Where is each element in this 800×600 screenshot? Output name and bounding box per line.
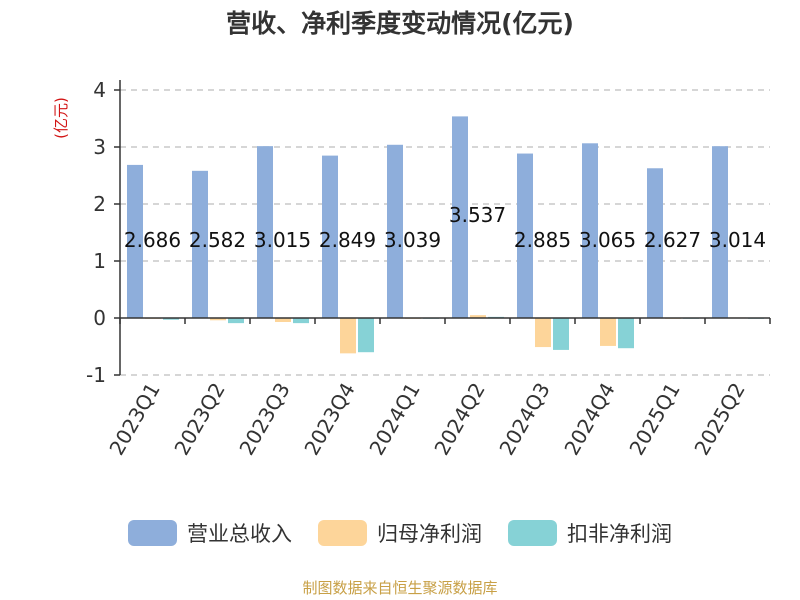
data-label: 2.627 — [644, 228, 701, 252]
bar-revenue — [517, 153, 533, 318]
source-note: 制图数据来自恒生聚源数据库 — [302, 579, 498, 597]
legend-label-net-profit: 归母净利润 — [377, 522, 482, 546]
legend-label-deducted-profit: 扣非净利润 — [567, 522, 672, 546]
legend-swatch-revenue — [128, 520, 177, 546]
bar-net-profit — [340, 318, 356, 354]
y-tick-label: 1 — [93, 249, 106, 273]
bar-revenue — [387, 144, 403, 318]
legend-swatch-net-profit — [318, 520, 367, 546]
x-tick-label: 2024Q4 — [559, 379, 619, 460]
bar-revenue — [322, 155, 338, 318]
data-label: 3.537 — [449, 203, 506, 227]
bar-net-profit — [470, 315, 486, 318]
legend-item-revenue[interactable]: 营业总收入 — [128, 518, 292, 548]
bar-net-profit — [275, 318, 291, 322]
data-label: 3.039 — [384, 228, 441, 252]
bar-revenue — [647, 168, 663, 318]
y-tick-label: 3 — [93, 135, 106, 159]
bar-deducted-profit — [228, 318, 244, 324]
x-tick-label: 2024Q3 — [494, 379, 554, 460]
legend-label-revenue: 营业总收入 — [187, 522, 292, 546]
y-axis-unit: (亿元) — [52, 97, 70, 139]
x-tick-label: 2023Q2 — [169, 379, 229, 460]
y-tick-label: 4 — [93, 78, 106, 102]
legend-swatch-deducted-profit — [508, 520, 557, 546]
chart-title: 营收、净利季度变动情况(亿元) — [226, 9, 574, 38]
bar-deducted-profit — [553, 318, 569, 350]
y-tick-label: 0 — [93, 306, 106, 330]
legend-item-net-profit[interactable]: 归母净利润 — [318, 518, 482, 548]
bar-net-profit — [600, 318, 616, 346]
bar-revenue — [712, 146, 728, 318]
data-label: 3.014 — [709, 228, 766, 252]
bar-deducted-profit — [618, 318, 634, 349]
x-tick-label: 2025Q2 — [689, 379, 749, 460]
data-label: 2.582 — [189, 228, 246, 252]
y-tick-label: -1 — [86, 363, 106, 387]
data-label: 3.015 — [254, 228, 311, 252]
bar-revenue — [192, 170, 208, 318]
data-label: 2.885 — [514, 228, 571, 252]
legend-item-deducted-profit[interactable]: 扣非净利润 — [508, 518, 672, 548]
x-tick-label: 2025Q1 — [624, 379, 684, 460]
legend: 营业总收入 归母净利润 扣非净利润 — [0, 518, 800, 548]
bar-net-profit — [535, 318, 551, 348]
bar-revenue — [127, 164, 143, 318]
x-tick-label: 2023Q3 — [234, 379, 294, 460]
bar-deducted-profit — [358, 318, 374, 353]
data-label: 3.065 — [579, 228, 636, 252]
data-label: 2.849 — [319, 228, 376, 252]
data-label: 2.686 — [124, 228, 181, 252]
x-tick-label: 2023Q4 — [299, 379, 359, 460]
x-tick-label: 2024Q2 — [429, 379, 489, 460]
y-tick-label: 2 — [93, 192, 106, 216]
bar-revenue — [257, 146, 273, 318]
bar-net-profit — [210, 318, 226, 321]
bar-revenue — [582, 143, 598, 318]
x-tick-label: 2024Q1 — [364, 379, 424, 460]
x-tick-label: 2023Q1 — [104, 379, 164, 460]
bar-deducted-profit — [293, 318, 309, 324]
bar-revenue — [452, 116, 468, 319]
bar-deducted-profit — [163, 318, 179, 320]
